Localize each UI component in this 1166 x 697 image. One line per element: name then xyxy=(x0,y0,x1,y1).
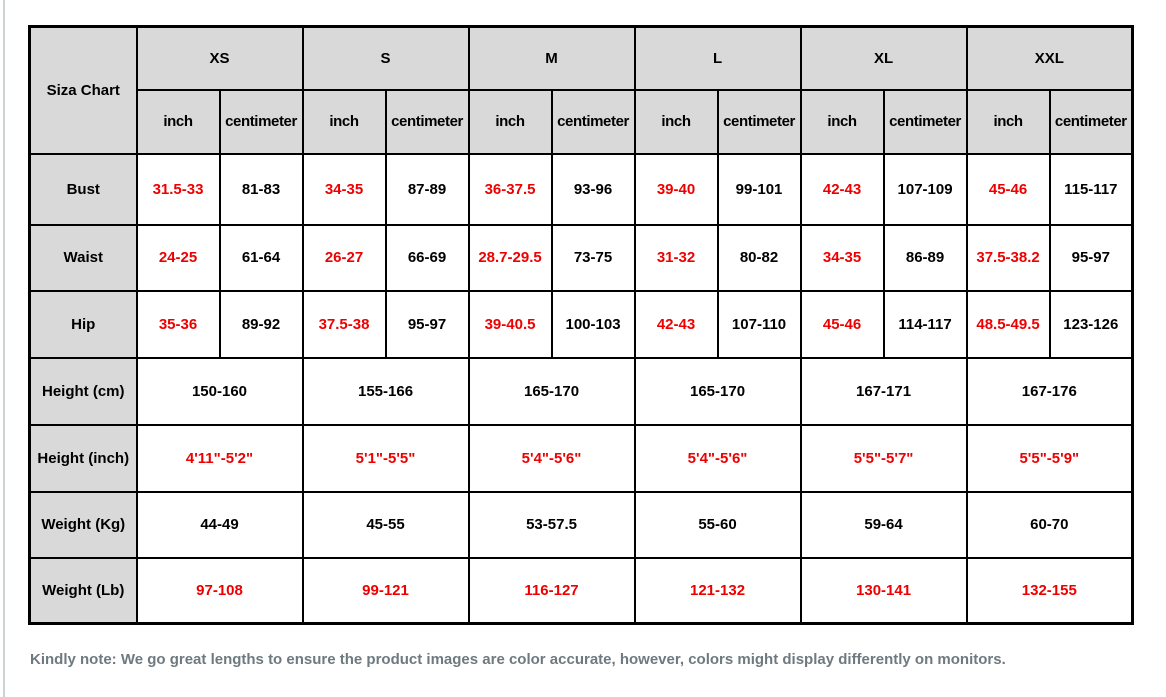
size-header-m: M xyxy=(467,25,636,91)
unit-header: inch xyxy=(467,88,553,155)
size-value-cell: 115-117 xyxy=(1048,152,1134,226)
size-value-cell: 130-141 xyxy=(799,556,968,625)
unit-header: centimeter xyxy=(716,88,802,155)
size-value-cell: 42-43 xyxy=(799,152,885,226)
row-label-weight-lb: Weight (Lb) xyxy=(28,556,138,625)
size-value-cell: 28.7-29.5 xyxy=(467,223,553,292)
table-row-weight-kg: Weight (Kg) 44-49 45-55 53-57.5 55-60 59… xyxy=(28,490,1134,559)
size-value-cell: 5'5"-5'9" xyxy=(965,423,1134,493)
size-value-cell: 31.5-33 xyxy=(135,152,221,226)
size-value-cell: 95-97 xyxy=(1048,223,1134,292)
size-value-cell: 99-121 xyxy=(301,556,470,625)
size-value-cell: 55-60 xyxy=(633,490,802,559)
size-value-cell: 5'4"-5'6" xyxy=(633,423,802,493)
size-value-cell: 167-176 xyxy=(965,356,1134,426)
size-value-cell: 155-166 xyxy=(301,356,470,426)
size-value-cell: 165-170 xyxy=(633,356,802,426)
unit-header: inch xyxy=(633,88,719,155)
table-row-height-inch: Height (inch) 4'11"-5'2" 5'1"-5'5" 5'4"-… xyxy=(28,423,1134,493)
table-row-waist: Waist 24-25 61-64 26-27 66-69 28.7-29.5 … xyxy=(28,223,1134,292)
size-value-cell: 93-96 xyxy=(550,152,636,226)
size-value-cell: 5'1"-5'5" xyxy=(301,423,470,493)
size-value-cell: 37.5-38.2 xyxy=(965,223,1051,292)
size-value-cell: 165-170 xyxy=(467,356,636,426)
size-header-s: S xyxy=(301,25,470,91)
size-header-xl: XL xyxy=(799,25,968,91)
size-value-cell: 97-108 xyxy=(135,556,304,625)
size-value-cell: 5'4"-5'6" xyxy=(467,423,636,493)
unit-header: inch xyxy=(135,88,221,155)
size-value-cell: 89-92 xyxy=(218,289,304,359)
size-value-cell: 81-83 xyxy=(218,152,304,226)
size-value-cell: 66-69 xyxy=(384,223,470,292)
size-value-cell: 26-27 xyxy=(301,223,387,292)
size-value-cell: 45-55 xyxy=(301,490,470,559)
size-value-cell: 39-40.5 xyxy=(467,289,553,359)
size-value-cell: 5'5"-5'7" xyxy=(799,423,968,493)
unit-header: centimeter xyxy=(882,88,968,155)
size-value-cell: 59-64 xyxy=(799,490,968,559)
page-edge-divider xyxy=(3,0,5,697)
size-value-cell: 132-155 xyxy=(965,556,1134,625)
row-label-hip: Hip xyxy=(28,289,138,359)
size-value-cell: 107-110 xyxy=(716,289,802,359)
size-value-cell: 48.5-49.5 xyxy=(965,289,1051,359)
size-value-cell: 114-117 xyxy=(882,289,968,359)
size-value-cell: 61-64 xyxy=(218,223,304,292)
size-value-cell: 95-97 xyxy=(384,289,470,359)
size-value-cell: 80-82 xyxy=(716,223,802,292)
size-value-cell: 87-89 xyxy=(384,152,470,226)
size-value-cell: 34-35 xyxy=(799,223,885,292)
size-value-cell: 37.5-38 xyxy=(301,289,387,359)
header-row-units: inch centimeter inch centimeter inch cen… xyxy=(30,88,1134,155)
size-value-cell: 45-46 xyxy=(965,152,1051,226)
size-value-cell: 60-70 xyxy=(965,490,1134,559)
size-value-cell: 99-101 xyxy=(716,152,802,226)
size-value-cell: 35-36 xyxy=(135,289,221,359)
size-value-cell: 44-49 xyxy=(135,490,304,559)
size-value-cell: 121-132 xyxy=(633,556,802,625)
size-header-xxl: XXL xyxy=(965,25,1134,91)
table-row-bust: Bust 31.5-33 81-83 34-35 87-89 36-37.5 9… xyxy=(28,152,1134,226)
size-value-cell: 39-40 xyxy=(633,152,719,226)
row-label-height-cm: Height (cm) xyxy=(28,356,138,426)
size-value-cell: 34-35 xyxy=(301,152,387,226)
size-value-cell: 42-43 xyxy=(633,289,719,359)
size-value-cell: 4'11"-5'2" xyxy=(135,423,304,493)
size-value-cell: 167-171 xyxy=(799,356,968,426)
row-label-height-inch: Height (inch) xyxy=(28,423,138,493)
size-header-xs: XS xyxy=(135,25,304,91)
table-row-weight-lb: Weight (Lb) 97-108 99-121 116-127 121-13… xyxy=(28,556,1134,625)
size-value-cell: 53-57.5 xyxy=(467,490,636,559)
unit-header: centimeter xyxy=(384,88,470,155)
unit-header: centimeter xyxy=(1048,88,1134,155)
table-row-hip: Hip 35-36 89-92 37.5-38 95-97 39-40.5 10… xyxy=(28,289,1134,359)
corner-label: Siza Chart xyxy=(28,25,138,155)
row-label-waist: Waist xyxy=(28,223,138,292)
size-value-cell: 107-109 xyxy=(882,152,968,226)
size-value-cell: 100-103 xyxy=(550,289,636,359)
size-value-cell: 36-37.5 xyxy=(467,152,553,226)
size-value-cell: 123-126 xyxy=(1048,289,1134,359)
size-header-l: L xyxy=(633,25,802,91)
size-value-cell: 73-75 xyxy=(550,223,636,292)
size-chart-table: Siza Chart XS S M L XL XXL inch centimet… xyxy=(28,25,1135,625)
size-value-cell: 116-127 xyxy=(467,556,636,625)
size-value-cell: 24-25 xyxy=(135,223,221,292)
unit-header: centimeter xyxy=(218,88,304,155)
unit-header: inch xyxy=(799,88,885,155)
size-value-cell: 86-89 xyxy=(882,223,968,292)
row-label-weight-kg: Weight (Kg) xyxy=(28,490,138,559)
size-value-cell: 150-160 xyxy=(135,356,304,426)
unit-header: centimeter xyxy=(550,88,636,155)
size-value-cell: 31-32 xyxy=(633,223,719,292)
unit-header: inch xyxy=(301,88,387,155)
header-row-sizes: Siza Chart XS S M L XL XXL xyxy=(28,25,1134,155)
table-row-height-cm: Height (cm) 150-160 155-166 165-170 165-… xyxy=(28,356,1134,426)
size-value-cell: 45-46 xyxy=(799,289,885,359)
row-label-bust: Bust xyxy=(28,152,138,226)
color-disclaimer-note: Kindly note: We go great lengths to ensu… xyxy=(30,651,1006,668)
unit-header: inch xyxy=(965,88,1051,155)
